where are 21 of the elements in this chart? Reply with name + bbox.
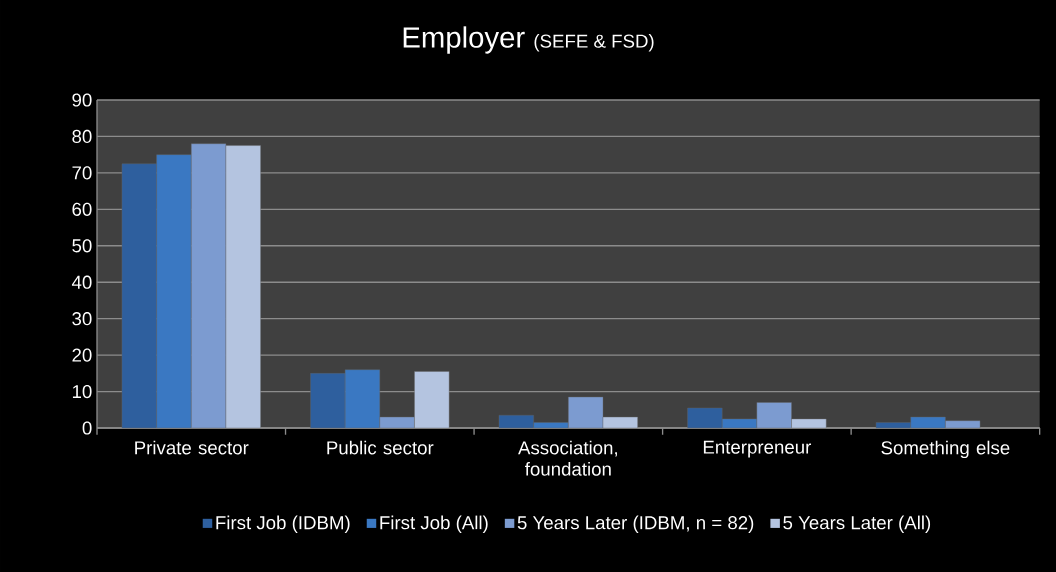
x-tick-label: Private sector (135, 440, 249, 455)
y-tick-label: 50 (72, 239, 92, 253)
y-tick-label: 40 (71, 275, 92, 289)
legend-label: 5 Years Later (IDBM, n = 82) (517, 515, 754, 533)
y-tick-label: 30 (72, 312, 92, 326)
y-tick-label: 90 (72, 93, 92, 107)
y-tick-label: 0 (82, 421, 92, 435)
chart-title: Employer (403, 26, 525, 54)
y-tick-label: 70 (72, 166, 92, 180)
legend-label: First Job (All) (380, 515, 488, 533)
x-tick-label: Something else (881, 440, 1010, 459)
legend-label: 5 Years Later (All) (783, 515, 931, 533)
y-tick-label: 10 (72, 384, 92, 399)
legend-label: First Job (IDBM) (216, 515, 350, 533)
y-tick-label: 60 (72, 202, 92, 216)
y-tick-label: 20 (72, 348, 92, 362)
y-tick-label: 80 (72, 129, 92, 144)
x-tick-label: Public sector (327, 440, 434, 455)
chart-subtitle: (SEFE & FSD) (534, 34, 654, 52)
x-tick-label: Enterpreneur (703, 440, 812, 458)
x-tick-label: Association, foundation (518, 440, 617, 476)
